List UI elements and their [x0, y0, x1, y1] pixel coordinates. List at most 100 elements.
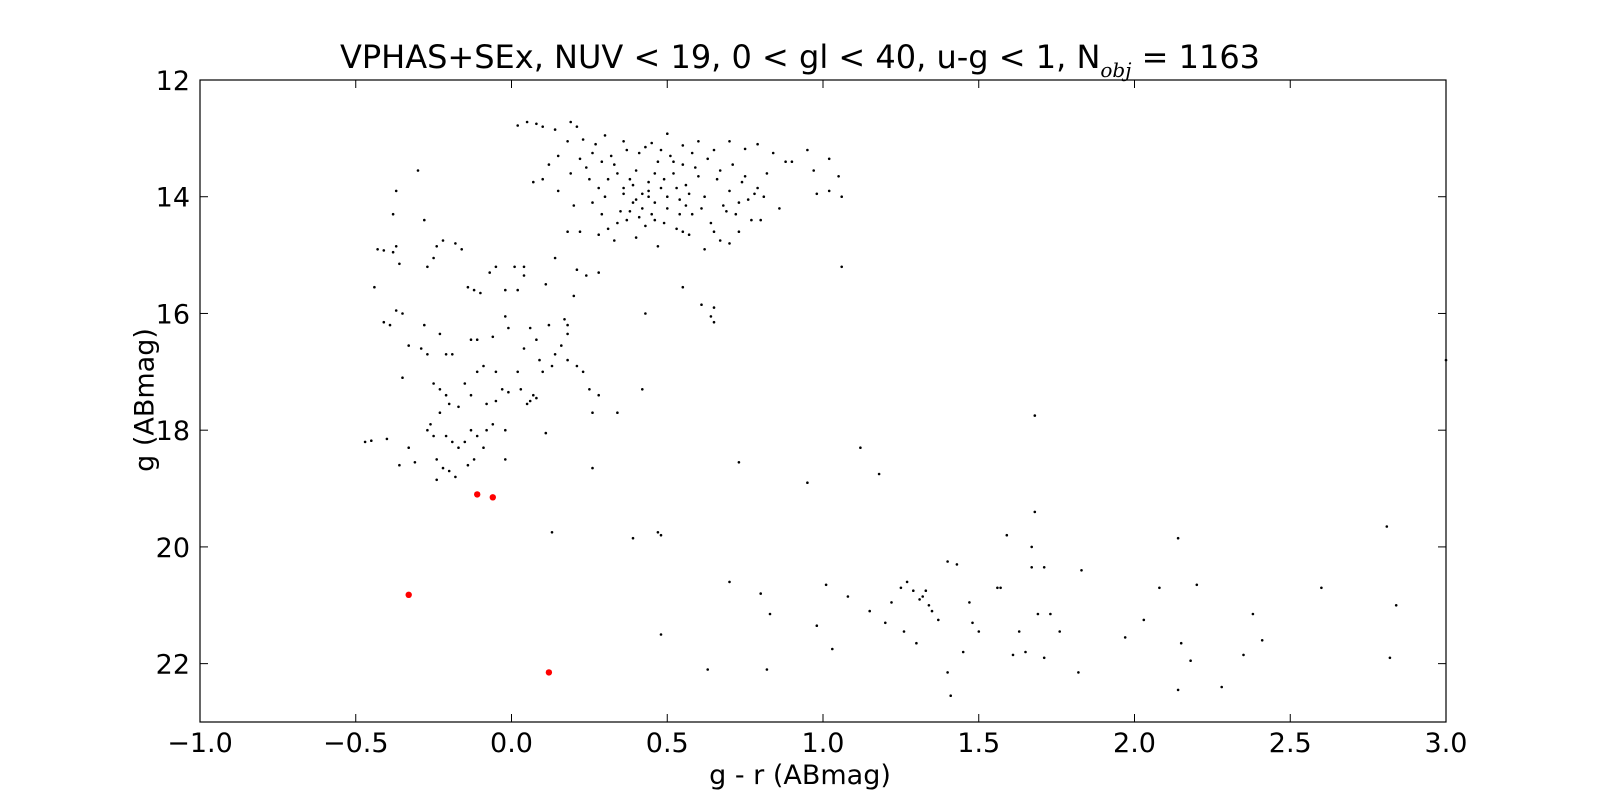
data-point — [504, 458, 507, 461]
data-point — [650, 212, 653, 216]
data-point — [666, 207, 669, 210]
data-point — [868, 609, 871, 613]
data-point — [697, 140, 700, 143]
data-point — [491, 423, 495, 426]
data-point — [566, 332, 569, 336]
data-point — [628, 210, 632, 213]
data-point — [373, 285, 376, 289]
data-point — [666, 195, 669, 198]
data-point — [597, 233, 600, 236]
data-point — [659, 533, 663, 537]
data-point — [743, 175, 747, 178]
data-point — [700, 303, 703, 307]
data-point — [416, 169, 420, 172]
data-point — [451, 353, 454, 356]
data-point — [1158, 586, 1161, 590]
data-point — [728, 580, 731, 584]
data-point — [553, 256, 557, 260]
data-point — [547, 163, 551, 166]
data-point — [1123, 636, 1127, 639]
data-point — [1024, 650, 1027, 654]
highlighted-point — [474, 491, 481, 498]
data-point — [556, 154, 560, 158]
data-point — [585, 274, 588, 277]
data-point — [1176, 688, 1180, 692]
data-point — [391, 212, 395, 216]
data-point — [609, 154, 613, 158]
y-tick-label: 18 — [156, 416, 190, 447]
data-point — [519, 388, 523, 391]
data-point — [746, 198, 750, 201]
data-point — [637, 151, 641, 155]
data-point — [1011, 653, 1015, 657]
data-point — [423, 323, 426, 327]
data-point — [1042, 656, 1046, 660]
data-point — [634, 198, 638, 201]
data-point — [1176, 536, 1180, 540]
data-point — [444, 393, 448, 397]
data-point — [672, 160, 675, 163]
highlighted-point — [545, 669, 553, 676]
data-point — [426, 265, 429, 269]
data-point — [466, 463, 470, 467]
chart-title: VPHAS+SEx, NUV < 19, 0 < gl < 40, u-g < … — [0, 38, 1600, 82]
data-point — [385, 437, 389, 441]
data-point — [475, 370, 479, 374]
data-point — [444, 353, 448, 356]
data-point — [1385, 525, 1389, 528]
data-point — [585, 166, 588, 169]
data-point — [528, 399, 532, 403]
data-point — [475, 338, 479, 342]
data-point — [1033, 414, 1037, 417]
data-point — [634, 236, 638, 239]
data-point — [955, 563, 959, 566]
data-point — [575, 364, 579, 368]
data-point — [613, 239, 616, 242]
data-point — [653, 172, 657, 175]
data-point — [382, 249, 386, 252]
data-point — [1251, 612, 1255, 616]
data-point — [398, 262, 401, 266]
data-point — [1030, 566, 1033, 569]
data-point — [572, 294, 576, 298]
data-point — [971, 621, 974, 625]
data-point — [662, 177, 666, 181]
data-point — [432, 256, 435, 260]
data-point — [435, 458, 439, 461]
data-point — [675, 227, 678, 231]
data-point — [631, 201, 635, 204]
x-tick-label: 0.5 — [646, 728, 689, 759]
data-point — [491, 335, 495, 339]
data-point — [681, 230, 685, 233]
data-point — [715, 177, 719, 181]
data-point — [532, 393, 535, 397]
data-point — [650, 141, 653, 145]
data-point — [877, 472, 881, 476]
data-point — [737, 201, 741, 204]
data-point — [485, 428, 488, 432]
x-tick-label: 1.0 — [802, 728, 845, 759]
data-point — [996, 586, 999, 590]
data-point — [709, 221, 713, 225]
data-point — [662, 221, 666, 225]
data-point — [697, 175, 700, 178]
highlighted-point — [489, 494, 496, 501]
data-point — [768, 612, 772, 616]
data-point — [681, 285, 685, 289]
data-point — [435, 245, 439, 248]
data-point — [547, 323, 551, 327]
data-point — [827, 157, 831, 161]
data-point — [740, 180, 744, 184]
data-point — [603, 134, 607, 137]
data-point — [1080, 569, 1083, 572]
data-point — [394, 245, 398, 248]
data-point — [1179, 641, 1183, 645]
data-point — [644, 145, 647, 149]
data-point — [637, 215, 641, 219]
data-point — [762, 195, 766, 198]
data-point — [622, 192, 625, 196]
data-point — [1005, 533, 1009, 537]
data-point — [631, 536, 635, 540]
data-point — [831, 647, 834, 651]
data-point — [728, 140, 731, 143]
